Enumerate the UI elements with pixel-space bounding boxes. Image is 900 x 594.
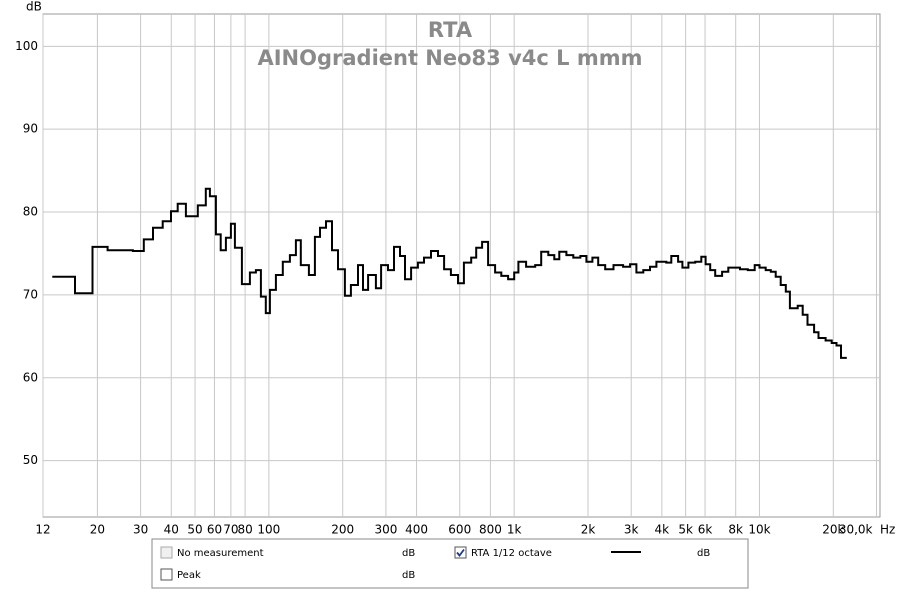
x-tick-label: 70	[223, 523, 238, 537]
y-tick-label: 70	[23, 287, 38, 301]
chart-title: RTA	[428, 18, 473, 42]
y-tick-label: 100	[15, 39, 38, 53]
plot	[52, 187, 847, 359]
x-tick-label: 50	[187, 523, 202, 537]
x-tick-label: 1k	[507, 523, 522, 537]
x-tick-label: 30	[133, 523, 148, 537]
y-tick-label: 90	[23, 122, 38, 136]
grid	[42, 14, 880, 517]
y-tick-label: 80	[23, 205, 38, 219]
x-tick-label: 3k	[624, 523, 639, 537]
x-tick-label: 40	[164, 523, 179, 537]
plot-area	[42, 13, 881, 518]
x-tick-label: 5k	[678, 523, 693, 537]
legend-box	[151, 538, 749, 589]
legend-checkbox[interactable]	[454, 546, 467, 559]
legend-label: No measurement	[177, 548, 264, 559]
x-tick-label: 4k	[655, 523, 670, 537]
legend-unit: dB	[402, 548, 415, 559]
rta-line	[52, 187, 847, 359]
x-tick-label: 30,0k	[839, 523, 873, 537]
legend-label: Peak	[177, 570, 201, 581]
legend-label: RTA 1/12 octave	[471, 548, 552, 559]
x-tick-label: 80	[237, 523, 252, 537]
x-tick-label: 400	[405, 523, 428, 537]
x-tick-label: 100	[257, 523, 280, 537]
legend-checkbox[interactable]	[160, 568, 173, 581]
checkmark	[456, 548, 465, 557]
x-tick-label: 200	[331, 523, 354, 537]
x-tick-label: 300	[374, 523, 397, 537]
x-tick-label: 6k	[698, 523, 713, 537]
y-tick-label: 50	[23, 453, 38, 467]
y-axis-label: dB	[26, 0, 42, 14]
x-tick-label: 10k	[748, 523, 770, 537]
y-tick-label: 60	[23, 370, 38, 384]
legend-unit: dB	[697, 548, 710, 559]
x-tick-label: 800	[479, 523, 502, 537]
x-tick-label: 20k	[822, 523, 844, 537]
chart-subtitle: AINOgradient Neo83 v4c L mmm	[257, 46, 642, 70]
legend-checkbox	[160, 546, 173, 559]
x-tick-label: 600	[448, 523, 471, 537]
legend-unit: dB	[402, 570, 415, 581]
x-axis-unit: Hz	[880, 523, 895, 537]
x-tick-label: 12	[35, 523, 50, 537]
x-tick-label: 20	[90, 523, 105, 537]
x-tick-label: 8k	[728, 523, 743, 537]
x-tick-label: 2k	[581, 523, 596, 537]
legend: No measurement dB Peak dB RTA 1/12 octave dB	[151, 538, 749, 589]
x-tick-label: 60	[207, 523, 222, 537]
